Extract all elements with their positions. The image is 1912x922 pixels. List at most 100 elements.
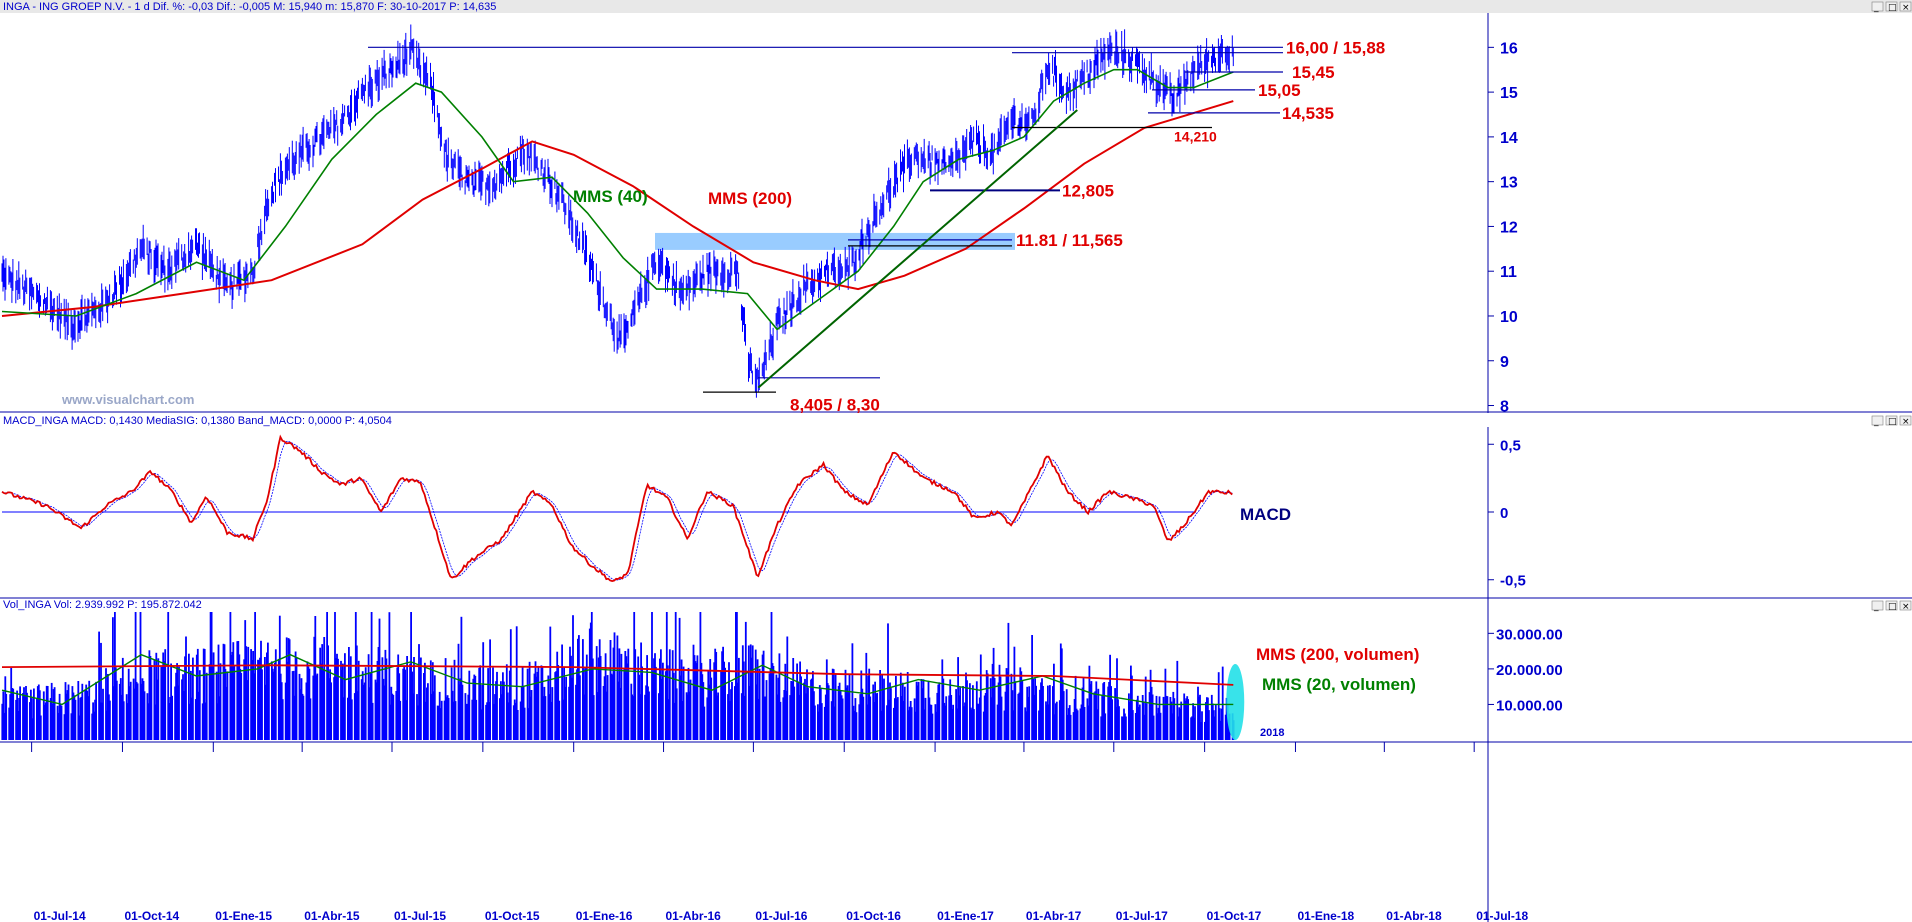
- mms40-path: [1, 68, 1234, 331]
- volume-bar: [459, 678, 462, 740]
- volume-bar: [211, 664, 214, 740]
- volume-bar: [602, 686, 605, 740]
- volume-bar: [1169, 697, 1172, 740]
- volume-bar: [46, 686, 49, 740]
- volume-bar: [492, 667, 494, 740]
- volume-bar: [190, 670, 192, 740]
- volume-bar: [846, 685, 849, 740]
- volume-bar: [1042, 686, 1044, 740]
- volume-bar: [721, 651, 723, 740]
- volume-bar: [783, 690, 786, 740]
- volume-bar: [320, 663, 323, 740]
- mms200-line: [1, 100, 1234, 317]
- volume-bar: [31, 698, 33, 740]
- volume-bar: [742, 661, 745, 740]
- volume-bar: [1152, 715, 1155, 740]
- volume-bar: [496, 671, 498, 740]
- volume-bar: [1131, 675, 1133, 740]
- volume-bar: [948, 695, 951, 740]
- volume-bar: [328, 678, 330, 740]
- volume-bar: [1145, 703, 1148, 740]
- volume-bar: [606, 675, 609, 740]
- volume-bar: [687, 667, 690, 740]
- volume-bar: [831, 668, 834, 740]
- volume-bar: [38, 690, 41, 740]
- volume-bar: [417, 705, 419, 740]
- volume-bar: [1087, 705, 1090, 740]
- volume-bar: [839, 690, 842, 740]
- volume-bar: [958, 695, 960, 740]
- volume-bar: [114, 667, 117, 740]
- volume-bar: [335, 658, 337, 740]
- volume-bar: [572, 615, 574, 740]
- volume-bar: [1083, 707, 1086, 740]
- volume-bar: [260, 640, 262, 740]
- volume-bar: [84, 690, 87, 740]
- volume-bar: [930, 704, 933, 740]
- volume-bar: [723, 661, 725, 740]
- volume-bar: [95, 681, 97, 740]
- volume-bar: [140, 683, 143, 740]
- volume-bar: [1090, 681, 1093, 740]
- volume-bar: [695, 663, 698, 740]
- volume-bar: [174, 686, 176, 740]
- volume-bar: [1017, 693, 1020, 740]
- volume-bar: [398, 673, 401, 740]
- macd-line: [1, 434, 1233, 583]
- volume-bar: [315, 675, 318, 740]
- volume-bar: [146, 693, 149, 740]
- volume-bar: [772, 666, 775, 740]
- volume-bar: [577, 638, 579, 740]
- volume-bar: [984, 693, 987, 740]
- volume-bar: [24, 695, 26, 740]
- volume-bar: [651, 612, 653, 740]
- volume-bar: [762, 650, 765, 740]
- volume-bar: [385, 658, 388, 740]
- volume-bar: [266, 652, 268, 740]
- volume-bar: [272, 671, 275, 740]
- price-tick-label: 12: [1500, 219, 1518, 236]
- volume-bar: [224, 668, 227, 740]
- volume-bar: [209, 612, 212, 740]
- volume-bar: [163, 661, 166, 740]
- volume-bar: [321, 644, 324, 740]
- volume-bar: [378, 618, 381, 740]
- volume-bar: [232, 642, 235, 740]
- volume-bar: [714, 648, 717, 740]
- volume-bar: [589, 622, 592, 740]
- volume-bar: [135, 681, 138, 740]
- volume-bar: [355, 645, 358, 740]
- volume-bar: [1141, 695, 1144, 740]
- volume-bar: [136, 683, 139, 740]
- volume-bar: [603, 676, 606, 740]
- volume-bar: [785, 690, 788, 740]
- volume-bar: [814, 705, 816, 740]
- volume-bar: [1053, 663, 1055, 740]
- volume-bar: [1012, 710, 1015, 740]
- volume-bar: [913, 698, 916, 740]
- volume-bar: [112, 617, 114, 740]
- volume-bar: [699, 612, 702, 740]
- mms40-line: [1, 68, 1234, 331]
- volume-bar: [412, 693, 414, 740]
- volume-bar: [908, 706, 911, 740]
- volume-bar: [665, 612, 668, 740]
- volume-bar: [1096, 709, 1099, 740]
- volume-bar: [1047, 685, 1049, 740]
- volume-bar: [797, 681, 799, 740]
- volume-bar: [992, 647, 995, 740]
- volume-bar: [188, 653, 190, 740]
- volume-bar: [620, 653, 623, 740]
- volume-bar: [1102, 683, 1105, 740]
- price-tick-label: 9: [1500, 354, 1509, 371]
- volume-bar: [277, 658, 280, 740]
- x-tick-label: 01-Jul-16: [755, 909, 807, 922]
- volume-bar: [883, 678, 885, 740]
- volume-bar: [692, 644, 695, 740]
- volume-bar: [147, 703, 150, 740]
- volume-bar: [844, 669, 847, 740]
- volume-bar: [973, 709, 975, 740]
- volume-bar: [833, 706, 836, 740]
- volume-bar: [247, 646, 250, 740]
